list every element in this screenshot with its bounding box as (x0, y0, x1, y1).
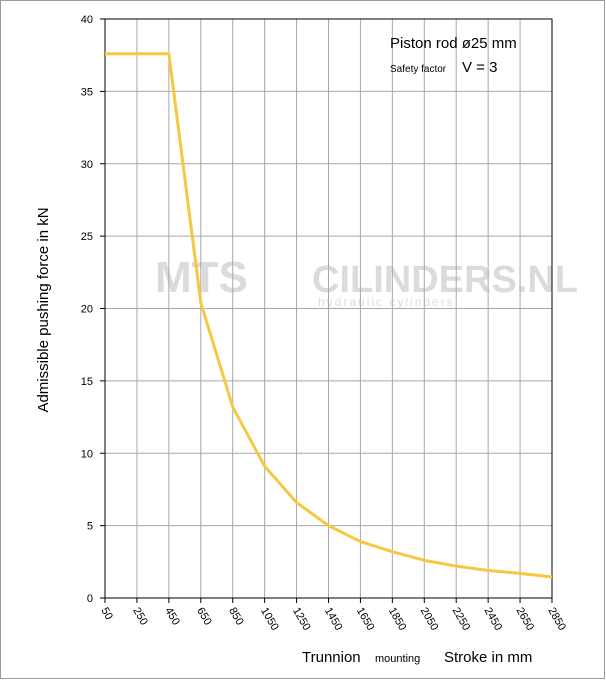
y-tick-label: 35 (81, 86, 93, 98)
annotation: V = 3 (462, 59, 497, 76)
y-tick-label: 0 (87, 593, 93, 605)
y-tick-label: 5 (87, 521, 93, 533)
x-tick-label: 50 (98, 606, 115, 623)
x-axis-label: Trunnion (302, 649, 361, 666)
annotation: Piston rod ø25 mm (390, 35, 517, 52)
y-tick-label: 15 (81, 376, 93, 388)
y-tick-label: 25 (81, 231, 93, 243)
watermark: MTS CILINDERS.NL hydraulic cylinders (155, 253, 578, 309)
x-axis-label: mounting (375, 653, 420, 665)
watermark-site: CILINDERS.NL (312, 259, 578, 301)
x-axis-label: Stroke in mm (444, 649, 532, 666)
annotation: Safety factor (390, 64, 447, 75)
plot-border (104, 18, 553, 599)
data-line (105, 52, 553, 579)
y-axis-label: Admissible pushing force in kN (35, 207, 52, 412)
y-tick-label: 30 (81, 159, 93, 171)
y-tick-label: 20 (81, 304, 93, 316)
y-tick-label: 40 (81, 14, 93, 26)
y-tick-label: 10 (81, 448, 93, 460)
watermark-sub: hydraulic cylinders (318, 295, 455, 309)
